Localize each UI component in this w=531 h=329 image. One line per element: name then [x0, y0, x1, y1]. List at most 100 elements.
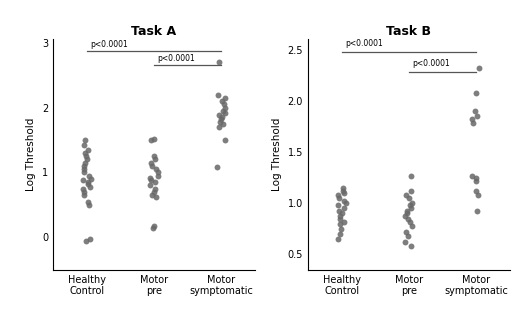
Point — [213, 164, 222, 170]
Point — [403, 211, 412, 216]
Point — [470, 109, 479, 114]
Point — [340, 190, 348, 196]
Point — [333, 237, 342, 242]
Point — [80, 164, 89, 169]
Point — [218, 121, 227, 126]
Point — [403, 216, 412, 221]
Point — [468, 117, 477, 122]
Point — [341, 201, 350, 206]
Point — [220, 138, 229, 143]
Point — [83, 157, 91, 162]
Point — [339, 199, 348, 204]
Point — [336, 231, 345, 237]
Point — [333, 192, 342, 198]
Point — [153, 173, 162, 178]
Point — [337, 226, 345, 232]
Point — [146, 183, 155, 188]
Point — [406, 206, 415, 211]
Point — [408, 223, 416, 228]
Point — [334, 203, 342, 208]
Point — [86, 236, 95, 241]
Point — [149, 225, 157, 230]
Point — [85, 173, 93, 178]
Point — [340, 206, 348, 211]
Point — [468, 173, 476, 178]
Point — [403, 209, 412, 214]
Point — [217, 115, 226, 120]
Point — [213, 92, 222, 97]
Point — [83, 199, 92, 204]
Point — [80, 189, 88, 194]
Point — [473, 114, 482, 119]
Point — [336, 216, 345, 221]
Point — [335, 195, 344, 201]
Point — [151, 157, 160, 162]
Point — [219, 108, 228, 114]
Title: Task A: Task A — [132, 25, 176, 38]
Point — [474, 192, 483, 198]
Point — [81, 238, 90, 243]
Point — [339, 188, 347, 193]
Point — [405, 195, 413, 201]
Point — [79, 186, 88, 191]
Point — [150, 189, 158, 194]
Point — [149, 223, 158, 228]
Point — [81, 160, 89, 165]
Point — [80, 142, 88, 148]
Point — [82, 154, 90, 159]
Point — [338, 211, 346, 216]
Point — [80, 192, 88, 198]
Point — [401, 213, 409, 218]
Point — [336, 221, 344, 226]
Point — [84, 202, 93, 208]
Point — [147, 138, 155, 143]
Point — [150, 186, 159, 191]
Point — [83, 147, 92, 152]
Point — [81, 138, 89, 143]
Point — [81, 150, 89, 156]
Point — [401, 240, 410, 245]
Point — [148, 164, 157, 169]
Point — [84, 180, 92, 185]
Point — [408, 201, 416, 206]
Point — [147, 160, 155, 165]
Point — [221, 110, 229, 115]
Point — [80, 166, 88, 172]
Point — [472, 90, 481, 95]
Point — [152, 166, 161, 172]
Point — [79, 178, 87, 183]
Point — [472, 178, 481, 183]
Point — [220, 95, 229, 100]
Point — [406, 203, 414, 208]
Y-axis label: Log Threshold: Log Threshold — [27, 118, 37, 191]
Point — [472, 188, 481, 193]
Point — [86, 176, 95, 182]
Title: Task B: Task B — [387, 25, 431, 38]
Point — [152, 194, 160, 200]
Point — [83, 182, 92, 187]
Point — [220, 105, 229, 110]
Point — [149, 154, 158, 159]
Point — [216, 119, 224, 124]
Point — [215, 124, 224, 130]
Point — [406, 188, 415, 193]
Point — [469, 121, 477, 126]
Point — [220, 102, 229, 107]
Point — [404, 233, 412, 239]
Point — [147, 178, 156, 183]
Point — [406, 219, 414, 224]
Text: p<0.0001: p<0.0001 — [90, 39, 128, 49]
Point — [401, 229, 410, 235]
Point — [215, 60, 223, 65]
Point — [472, 175, 480, 180]
Point — [217, 117, 226, 122]
Point — [85, 184, 94, 190]
Y-axis label: Log Threshold: Log Threshold — [272, 118, 282, 191]
Point — [401, 192, 410, 198]
Point — [407, 173, 415, 178]
Point — [339, 185, 348, 190]
Point — [146, 175, 155, 180]
Point — [153, 170, 162, 175]
Text: p<0.0001: p<0.0001 — [157, 54, 195, 63]
Point — [475, 65, 484, 71]
